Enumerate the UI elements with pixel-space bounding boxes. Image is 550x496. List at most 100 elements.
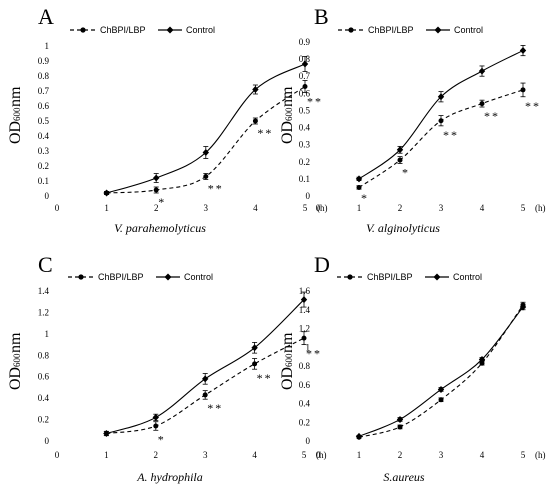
y-label-main: OD [279,121,296,144]
x-unit-label: (h) [317,203,328,213]
x-unit-label: (h) [316,450,327,460]
data-point-chbpi [153,187,159,193]
y-tick-label: 1 [306,342,311,352]
series-line-control [106,299,305,435]
y-tick-label: 0.4 [299,123,311,133]
y-tick-label: 1 [45,41,50,51]
y-tick-label: 0.6 [38,372,50,382]
x-tick-label: 0 [316,203,321,213]
y-tick-label: 1.2 [299,324,310,334]
data-point-control [396,146,404,154]
significance-marker: ** [306,347,322,361]
data-point-chbpi [479,101,485,107]
x-tick-label: 5 [521,203,526,213]
y-label-main: OD [7,121,24,144]
data-point-control [300,296,308,304]
data-point-control [251,344,258,352]
data-point-chbpi [438,397,444,403]
y-tick-label: 0.9 [38,56,50,66]
y-label-unit: nm [279,332,296,353]
x-tick-label: 3 [439,450,444,460]
x-axis-label: A. hydrophila [136,470,203,484]
y-tick-label: 0.4 [38,393,50,403]
legend-marker-chbpi [347,274,353,280]
significance-marker: * [158,195,166,209]
legend-marker-control [434,26,442,34]
significance-marker: * [361,191,369,205]
significance-marker: ** [207,401,223,415]
significance-marker: ** [484,109,500,123]
data-point-chbpi [153,423,159,429]
data-point-control [152,413,159,421]
y-tick-label: 0.6 [299,88,311,98]
y-tick-label: 0.7 [299,71,311,81]
x-tick-label: 2 [398,203,403,213]
y-tick-label: 0 [45,436,50,446]
data-point-chbpi [520,87,526,93]
y-label-subscript: 600 [284,353,294,367]
x-tick-label: 2 [398,450,403,460]
x-axis-label: S.aureus [383,470,425,484]
data-point-chbpi [397,157,403,163]
significance-marker: ** [257,371,273,385]
y-tick-label: 0.2 [299,157,310,167]
x-tick-label: 0 [316,450,321,460]
y-label-unit: nm [279,86,296,107]
data-point-chbpi [301,335,307,341]
series-line-control [358,306,524,437]
data-point-chbpi [356,184,362,190]
data-point-chbpi [202,392,208,398]
panel-b: B 0 0.1 0.2 0.3 0.4 0.5 0.6 0.7 0.8 0.9 0 1 2 3 4 5 (h) V.… [279,4,546,235]
panel-letter: B [314,4,329,29]
legend-marker-control [433,273,441,281]
y-tick-label: 1.4 [38,286,50,296]
x-axis-label: V. parahemolyticus [114,221,206,235]
y-label-subscript: 600 [12,353,22,367]
series-line-chbpi [358,304,524,438]
significance-marker: ** [307,95,323,109]
panel-d: D 0 0.2 0.4 0.6 0.8 1 1.2 1.4 1.6 0 1 2 3 4 5 (h) S.aureu… [279,252,546,484]
y-tick-label: 0.8 [38,350,50,360]
data-point-control [103,189,110,197]
legend-label-control: Control [184,272,213,282]
significance-marker: * [402,165,410,179]
y-tick-label: 1.2 [38,307,49,317]
y-label-subscript: 600 [12,107,22,121]
x-tick-label: 1 [104,450,109,460]
y-tick-label: 0.1 [299,174,310,184]
significance-marker: ** [443,128,459,142]
y-tick-label: 0.8 [299,361,311,371]
y-label-unit: nm [7,86,24,107]
y-tick-label: 1.6 [299,286,311,296]
legend-label-chbpi: ChBPI/LBP [100,25,146,35]
legend-label-chbpi: ChBPI/LBP [368,25,414,35]
significance-marker: ** [525,99,541,113]
y-tick-label: 1 [45,329,50,339]
series-line-chbpi [106,337,305,435]
y-tick-label: 0.8 [38,71,50,81]
y-tick-label: 0.5 [38,116,50,126]
x-tick-label: 2 [154,450,159,460]
legend-label-chbpi: ChBPI/LBP [367,272,413,282]
data-point-control [355,175,363,183]
y-tick-label: 1.4 [299,305,311,315]
x-tick-label: 2 [154,203,159,213]
data-point-control [478,67,486,75]
data-point-control [437,93,445,101]
x-unit-label: (h) [535,203,546,213]
y-label-unit: nm [7,332,24,353]
y-tick-label: 0.7 [38,86,50,96]
data-point-control [252,86,259,93]
y-label-subscript: 600 [284,107,294,121]
data-point-chbpi [397,424,403,430]
x-tick-label: 4 [252,450,257,460]
panel-a: A 0 0.1 0.2 0.3 0.4 0.5 0.6 0.7 0.8 0.9 1 0 1 2 3 4 5 (h) V… [7,4,328,235]
y-tick-label: 0 [45,191,50,201]
y-tick-label: 0.5 [299,105,311,115]
legend-label-control: Control [453,272,482,282]
x-tick-label: 3 [203,450,208,460]
y-tick-label: 0.1 [38,176,49,186]
x-tick-label: 5 [302,450,307,460]
